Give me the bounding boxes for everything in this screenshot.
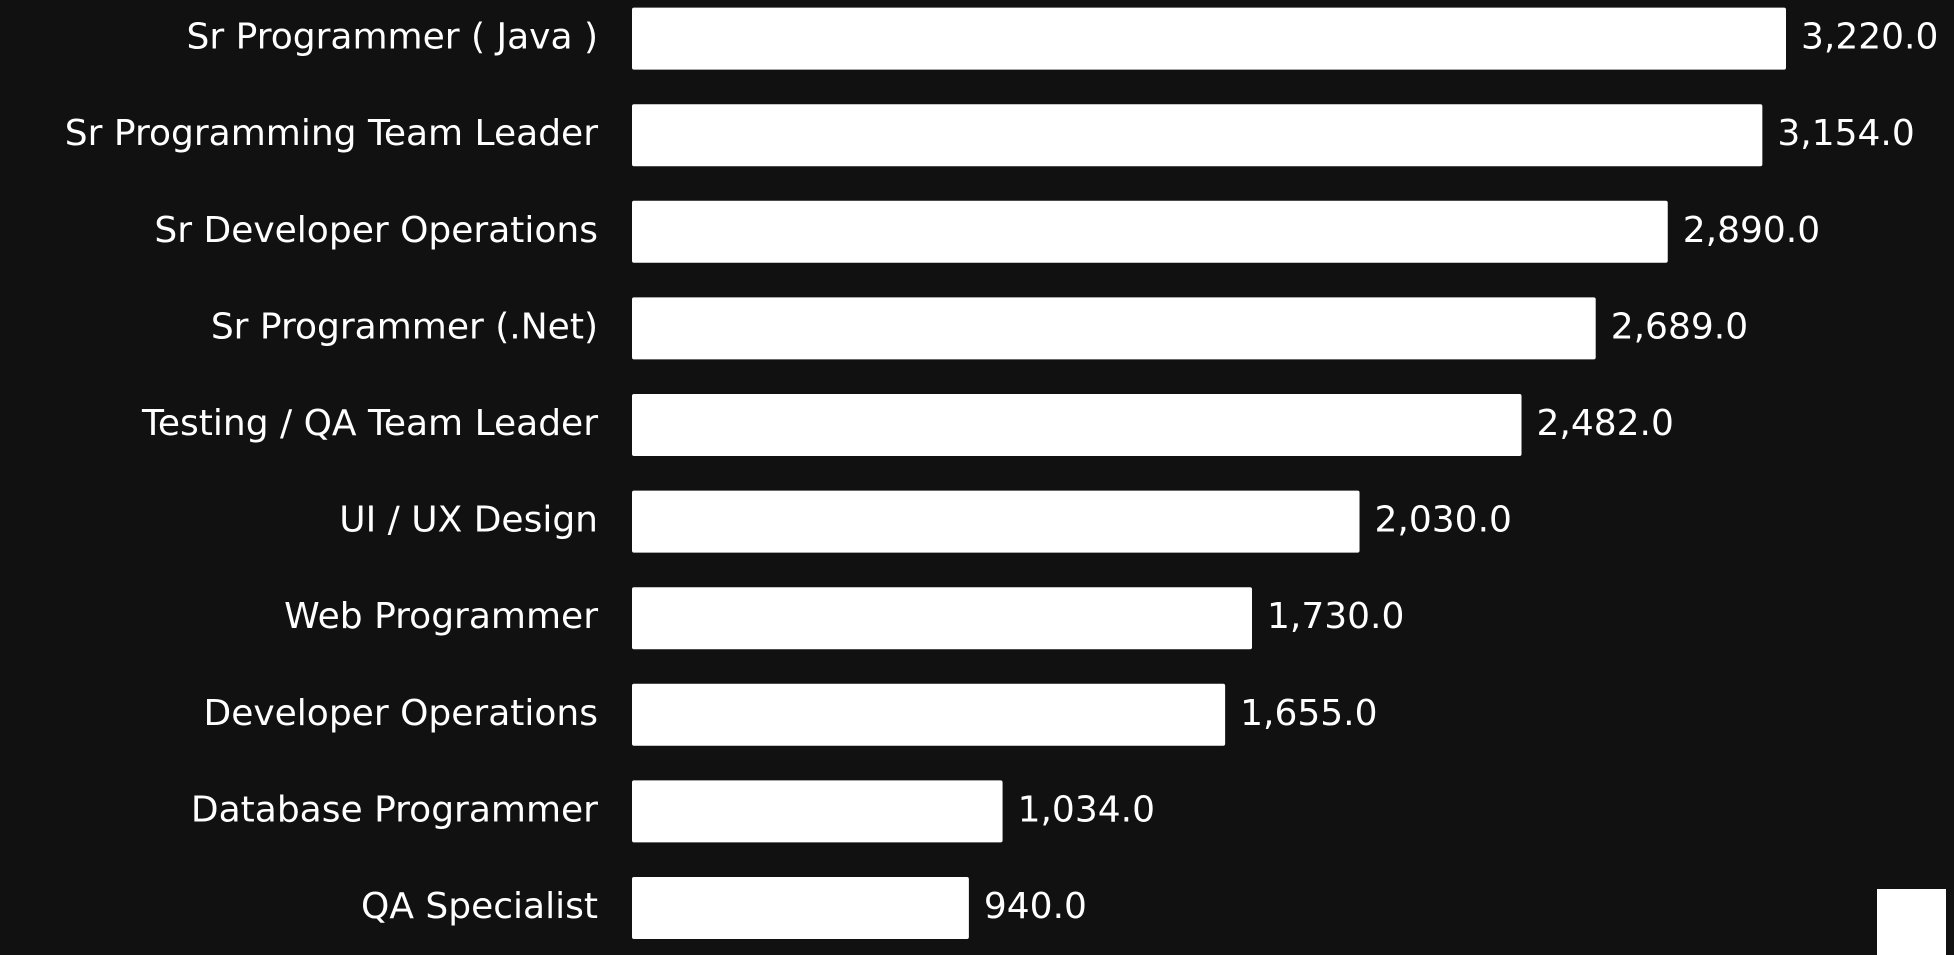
bar [632,394,1522,456]
bar [632,780,1003,843]
category-label: Database Programmer [191,789,598,830]
bar [632,683,1226,746]
value-label: 1,655.0 [1240,693,1377,734]
bar [632,587,1253,650]
value-label: 1,730.0 [1267,596,1404,637]
category-label: Sr Developer Operations [154,210,598,251]
category-label: Sr Programming Team Leader [65,113,598,154]
category-label: Web Programmer [284,596,598,637]
value-label: 3,220.0 [1801,17,1938,58]
bar [632,104,1763,167]
value-label: 2,482.0 [1537,403,1674,444]
value-label: 2,689.0 [1611,306,1748,347]
category-label: Testing / QA Team Leader [141,403,598,444]
value-label: 3,154.0 [1777,113,1914,154]
value-label: 940.0 [984,886,1087,927]
bar [632,877,969,939]
category-label: Sr Programmer (.Net) [211,306,598,347]
value-label: 2,890.0 [1683,210,1820,251]
value-label: 2,030.0 [1375,500,1512,541]
corner-widget[interactable] [1877,889,1946,955]
category-label: Sr Programmer ( Java ) [187,17,598,58]
bar [632,490,1360,553]
bar [632,200,1668,263]
bar [632,7,1786,70]
value-label: 1,034.0 [1018,789,1155,830]
category-label: QA Specialist [361,886,598,927]
category-label: Developer Operations [203,693,598,734]
category-label: UI / UX Design [339,500,598,541]
bar [632,297,1596,360]
